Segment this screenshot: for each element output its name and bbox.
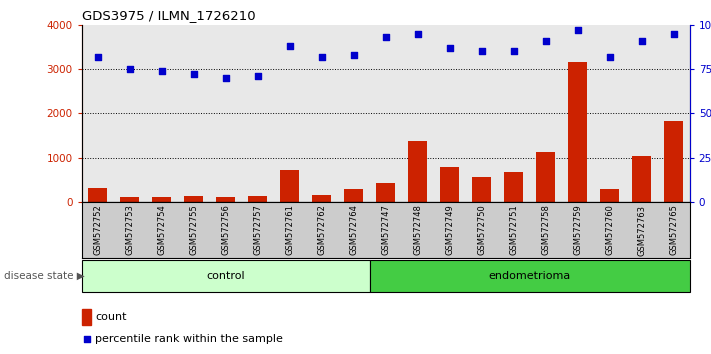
- Point: [124, 66, 135, 72]
- Bar: [216, 197, 235, 202]
- Point: [476, 48, 487, 54]
- Point: [380, 34, 391, 40]
- Bar: [82, 260, 370, 292]
- Point: [412, 31, 424, 36]
- Bar: [632, 156, 651, 202]
- Text: GSM572748: GSM572748: [413, 205, 422, 256]
- Text: GSM572764: GSM572764: [349, 205, 358, 256]
- Bar: [600, 188, 619, 202]
- Bar: [472, 177, 491, 202]
- Bar: [82, 309, 92, 325]
- Text: GSM572758: GSM572758: [541, 205, 550, 256]
- Point: [636, 38, 648, 44]
- Text: count: count: [95, 312, 127, 322]
- Text: endometrioma: endometrioma: [488, 271, 571, 281]
- Bar: [152, 197, 171, 202]
- Text: GSM572749: GSM572749: [445, 205, 454, 255]
- Text: GSM572760: GSM572760: [605, 205, 614, 256]
- Text: GSM572751: GSM572751: [509, 205, 518, 255]
- Bar: [664, 121, 683, 202]
- Point: [604, 54, 616, 59]
- Bar: [408, 141, 427, 202]
- Bar: [184, 196, 203, 202]
- Bar: [344, 189, 363, 202]
- Bar: [440, 167, 459, 202]
- Text: GSM572755: GSM572755: [189, 205, 198, 255]
- Text: GDS3975 / ILMN_1726210: GDS3975 / ILMN_1726210: [82, 9, 255, 22]
- Text: GSM572763: GSM572763: [637, 205, 646, 256]
- Text: GSM572757: GSM572757: [253, 205, 262, 256]
- Text: GSM572752: GSM572752: [93, 205, 102, 255]
- Bar: [120, 197, 139, 202]
- Point: [444, 45, 455, 51]
- Text: GSM572759: GSM572759: [573, 205, 582, 255]
- Bar: [280, 170, 299, 202]
- Point: [316, 54, 327, 59]
- Point: [668, 31, 680, 36]
- Point: [348, 52, 359, 58]
- Text: control: control: [206, 271, 245, 281]
- Point: [252, 73, 264, 79]
- Point: [188, 72, 199, 77]
- Text: GSM572754: GSM572754: [157, 205, 166, 255]
- Point: [92, 54, 104, 59]
- Text: GSM572765: GSM572765: [669, 205, 678, 256]
- Point: [156, 68, 168, 74]
- Bar: [370, 260, 690, 292]
- Text: GSM572750: GSM572750: [477, 205, 486, 255]
- Text: GSM572756: GSM572756: [221, 205, 230, 256]
- Point: [540, 38, 552, 44]
- Bar: [88, 188, 107, 202]
- Bar: [376, 183, 395, 202]
- Text: GSM572747: GSM572747: [381, 205, 390, 256]
- Text: GSM572753: GSM572753: [125, 205, 134, 256]
- Bar: [568, 62, 587, 202]
- Point: [508, 48, 519, 54]
- Point: [284, 43, 296, 49]
- Text: GSM572762: GSM572762: [317, 205, 326, 256]
- Bar: [504, 172, 523, 202]
- Bar: [248, 196, 267, 202]
- Point: [81, 336, 92, 342]
- Point: [220, 75, 232, 81]
- Text: percentile rank within the sample: percentile rank within the sample: [95, 334, 283, 344]
- Bar: [312, 195, 331, 202]
- Bar: [536, 152, 555, 202]
- Point: [572, 27, 583, 33]
- Text: GSM572761: GSM572761: [285, 205, 294, 256]
- Text: disease state ▶: disease state ▶: [4, 271, 85, 281]
